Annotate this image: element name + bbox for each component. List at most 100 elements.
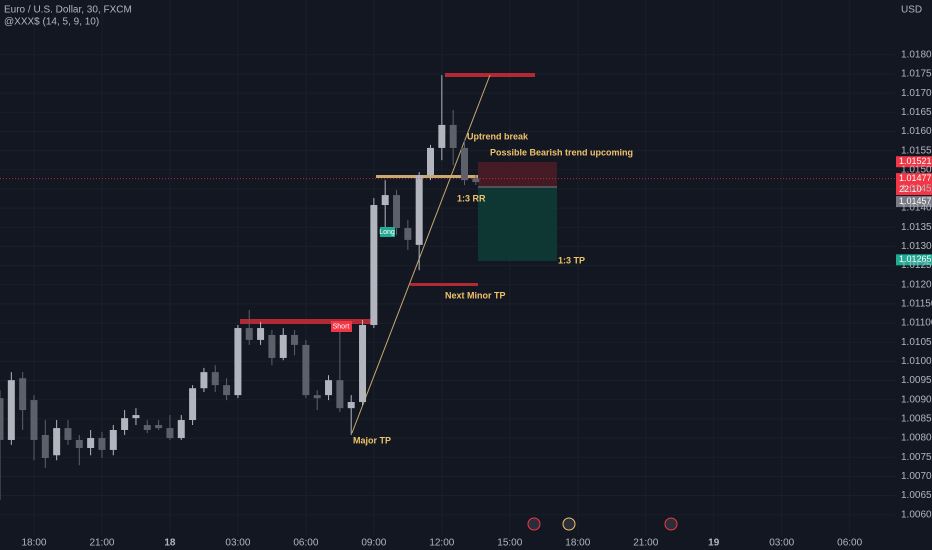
candle-body (336, 380, 344, 409)
indicator-label: @XXX$ (14, 5, 9, 10) (4, 17, 99, 28)
candle-body (121, 418, 129, 430)
y-tick-label: 1.01100 (901, 318, 932, 329)
long-label: Long (379, 229, 395, 236)
y-tick-label: 1.01550 (901, 145, 932, 156)
annotation: Uptrend break (467, 131, 529, 141)
candle-body (30, 400, 38, 440)
event-icons (527, 517, 678, 531)
candle-body (155, 425, 163, 429)
short-label: Short (333, 323, 350, 330)
candle-body (313, 395, 321, 399)
candle-body (302, 344, 310, 396)
candle-body (460, 147, 468, 181)
y-tick-label: 1.01150 (901, 299, 932, 310)
candle-body (427, 147, 435, 176)
event-icon[interactable] (562, 517, 576, 531)
y-tick-label: 1.00800 (901, 433, 932, 444)
y-tick-label: 1.01300 (901, 241, 932, 252)
candle-body (7, 380, 15, 440)
y-tick-label: 1.00750 (901, 452, 932, 463)
short-tag (331, 321, 352, 332)
long-tag (380, 227, 395, 237)
y-tick-label: 1.01600 (901, 126, 932, 137)
chart-title: Euro / U.S. Dollar, 30, FXCM (4, 5, 132, 16)
candle-body (291, 334, 299, 345)
candle-body (268, 334, 276, 358)
price-tag (896, 254, 932, 266)
y-tick-label: 1.00850 (901, 414, 932, 425)
candle-body (472, 178, 480, 183)
candle-body (245, 328, 253, 340)
candle-body (257, 328, 265, 340)
candle-body (234, 328, 242, 396)
event-icon[interactable] (664, 517, 678, 531)
candle-body (393, 195, 401, 229)
candle-body (200, 372, 208, 389)
x-tick-label: 15:00 (497, 538, 522, 549)
x-tick-label: 18:00 (21, 538, 46, 549)
candle-body (325, 380, 333, 396)
x-tick-label: 21:00 (633, 538, 658, 549)
x-tick-label: 09:00 (361, 538, 386, 549)
minor-tp-zone (410, 283, 478, 286)
x-tick-label: 03:00 (225, 538, 250, 549)
candle-body (53, 428, 61, 456)
price-tag-label: 1.01265 (899, 254, 932, 264)
x-tick-label: 21:00 (89, 538, 114, 549)
candle-body (19, 378, 27, 411)
candle-body (359, 324, 367, 403)
candle-body (132, 415, 140, 419)
x-tick-label: 19 (708, 538, 720, 549)
price-tag (896, 173, 932, 196)
annotation: Major TP (353, 435, 391, 445)
trend-line (351, 74, 491, 434)
candle-body (415, 175, 423, 245)
y-tick-label: 1.01800 (901, 49, 932, 60)
candle-body (41, 434, 49, 458)
candle-body (223, 385, 231, 396)
price-tag-label: 1.01477 (899, 173, 932, 183)
stop-zone (478, 162, 557, 187)
candle-body (0, 398, 4, 440)
price-tag-label: 1.01457 (899, 196, 932, 206)
candle-body (87, 438, 95, 449)
target-zone (478, 187, 557, 261)
candle-body (347, 402, 355, 409)
y-tick-label: 1.01350 (901, 222, 932, 233)
x-tick-label: 06:00 (293, 538, 318, 549)
y-tick-label: 1.01450 (901, 184, 932, 195)
short-zone (240, 319, 375, 324)
annotation: Next Minor TP (445, 290, 506, 300)
price-tag (896, 156, 932, 168)
candle-body (98, 438, 106, 450)
candles (0, 75, 480, 501)
price-tag (896, 196, 932, 208)
candle-body (177, 420, 185, 439)
annotation: 1:3 RR (457, 193, 486, 203)
y-tick-label: 1.01750 (901, 69, 932, 80)
x-tick-label: 03:00 (769, 538, 794, 549)
candle-body (211, 372, 219, 386)
candle-body (370, 205, 378, 325)
y-tick-label: 1.01650 (901, 107, 932, 118)
candle-body (64, 428, 72, 440)
candle-body (189, 388, 197, 421)
y-tick-label: 1.01500 (901, 164, 932, 175)
candle-body (109, 429, 117, 450)
y-tick-label: 1.00650 (901, 490, 932, 501)
candle-body (279, 334, 287, 358)
event-icon[interactable] (527, 517, 541, 531)
candle-body (381, 195, 389, 206)
y-tick-label: 1.01200 (901, 279, 932, 290)
y-tick-label: 1.01000 (901, 356, 932, 367)
annotation: 1:3 TP (558, 255, 585, 265)
candle-body (449, 124, 457, 148)
y-tick-label: 1.00600 (901, 509, 932, 520)
y-tick-label: 1.00950 (901, 375, 932, 386)
candle-body (143, 425, 151, 430)
y-tick-label: 1.01250 (901, 260, 932, 271)
candle-body (404, 228, 412, 240)
annotation: Possible Bearish trend upcoming (490, 147, 633, 157)
